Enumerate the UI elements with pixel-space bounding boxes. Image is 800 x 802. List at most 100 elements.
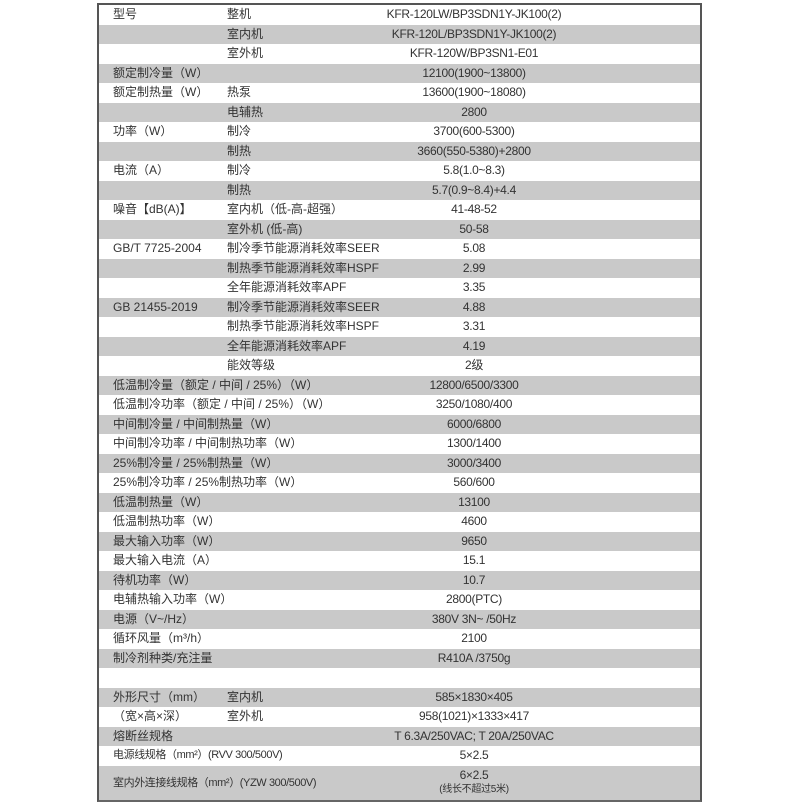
table-row: 制冷剂种类/充注量 R410A /3750g (99, 648, 700, 668)
row-value: 5.8(1.0~8.3) (443, 163, 505, 177)
table-row: 循环风量（m³/h） 2100 (99, 629, 700, 649)
row-label: 功率（W） (113, 124, 173, 138)
row-value: 2800 (461, 104, 487, 119)
table-row: 室内外连接线规格（mm²）(YZW 300/500V) 6×2.5 (线长不超过5米… (99, 765, 700, 800)
row-sublabel: 全年能源消耗效率APF (227, 338, 347, 353)
row-sublabel: 制热季节能源消耗效率HSPF (227, 260, 380, 275)
row-value: 41-48-52 (451, 202, 497, 216)
row-value: KFR-120L/BP3SDN1Y-JK100(2) (391, 26, 557, 41)
row-label: 电源（V~/Hz） (113, 611, 195, 626)
table-row: 能效等级 2级 (99, 356, 700, 376)
row-value: 380V 3N~ /50Hz (431, 611, 517, 626)
row-value: 13100 (458, 494, 490, 509)
row-sublabel: 室内机 (227, 26, 264, 41)
row-label: 低温制冷功率（额定 / 中间 / 25%）（W） (113, 397, 331, 411)
row-sublabel: 室内机（低-高-超强） (227, 202, 343, 216)
row-sublabel: 室内机 (227, 689, 264, 704)
row-value: 4600 (461, 514, 487, 528)
row-label: 额定制冷量（W） (113, 65, 209, 80)
row-label: （宽×高×深） (113, 709, 188, 723)
table-row: 低温制热功率（W） 4600 (99, 512, 700, 532)
row-value: 3000/3400 (446, 455, 502, 470)
row-label: 熔断丝规格 (113, 728, 174, 743)
row-value: 12100(1900~13800) (422, 65, 526, 80)
table-row: 25%制冷量 / 25%制热量（W） 3000/3400 (99, 453, 700, 473)
spec-table: 型号 整机 KFR-120LW/BP3SDN1Y-JK100(2) 室内机 KFR-12… (97, 3, 702, 802)
row-value-main: 6×2.5 (459, 767, 489, 782)
row-label: 电源线规格（mm²）(RVV 300/500V) (113, 749, 283, 761)
row-value: 2800(PTC) (446, 592, 502, 606)
row-value: 560/600 (453, 475, 495, 489)
table-row: 室外机 KFR-120W/BP3SN1-E01 (99, 44, 700, 64)
row-value: 5.7(0.9~8.4)+4.4 (432, 182, 516, 197)
table-row: 最大输入功率（W） 9650 (99, 531, 700, 551)
table-row: 制热 3660(550-5380)+2800 (99, 141, 700, 161)
table-row: 电辅热 2800 (99, 102, 700, 122)
row-value: 3660(550-5380)+2800 (417, 143, 531, 158)
row-value: 4.88 (462, 299, 486, 314)
table-row: 室内机 KFR-120L/BP3SDN1Y-JK100(2) (99, 24, 700, 44)
row-value: 5.08 (462, 241, 486, 255)
table-row: 噪音【dB(A)】 室内机（低-高-超强） 41-48-52 (99, 200, 700, 220)
row-value: 1300/1400 (446, 436, 502, 450)
row-label: 低温制热功率（W） (113, 514, 221, 528)
row-label: 额定制热量（W） (113, 85, 209, 99)
row-label: 低温制冷量（额定 / 中间 / 25%）（W） (113, 377, 319, 392)
row-sublabel: 能效等级 (227, 358, 276, 372)
row-value: 6×2.5 (线长不超过5米) (324, 766, 624, 797)
row-label: 室内外连接线规格（mm²）(YZW 300/500V) (113, 776, 317, 789)
table-row: GB 21455-2019 制冷季节能源消耗效率SEER 4.88 (99, 297, 700, 317)
row-value: 3700(600-5300) (433, 124, 515, 138)
row-value: 2.99 (462, 260, 486, 275)
row-value: KFR-120LW/BP3SDN1Y-JK100(2) (386, 7, 562, 21)
row-sublabel: 制热季节能源消耗效率HSPF (227, 319, 380, 333)
row-label: 最大输入电流（A） (113, 553, 218, 567)
table-row: 制热季节能源消耗效率HSPF 2.99 (99, 258, 700, 278)
table-row: 额定制热量（W） 热泵 13600(1900~18080) (99, 83, 700, 103)
table-row: 全年能源消耗效率APF 4.19 (99, 336, 700, 356)
table-row: 外形尺寸（mm） 室内机 585×1830×405 (99, 687, 700, 707)
table-row: 功率（W） 制冷 3700(600-5300) (99, 122, 700, 142)
table-row: 低温制热量（W） 13100 (99, 492, 700, 512)
row-value: 50-58 (459, 221, 489, 236)
table-row: 额定制冷量（W） 12100(1900~13800) (99, 63, 700, 83)
table-row (99, 668, 700, 688)
row-label: 电辅热输入功率（W） (113, 592, 233, 606)
row-value: 2级 (464, 358, 484, 372)
row-value: 12800/6500/3300 (429, 377, 519, 392)
row-label: 待机功率（W） (113, 572, 197, 587)
row-sublabel: 制热 (227, 182, 252, 197)
row-value: 958(1021)×1333×417 (418, 709, 530, 723)
table-row: 熔断丝规格 T 6.3A/250VAC; T 20A/250VAC (99, 726, 700, 746)
row-sublabel: 室外机 (227, 46, 264, 60)
row-label: 制冷剂种类/充注量 (113, 650, 213, 665)
row-sublabel: 电辅热 (227, 104, 264, 119)
row-value: T 6.3A/250VAC; T 20A/250VAC (394, 728, 554, 743)
row-label: 中间制冷功率 / 中间制热功率（W） (113, 436, 303, 450)
row-value: 2100 (461, 631, 487, 645)
row-sublabel: 热泵 (227, 85, 252, 99)
row-sublabel: 制冷 (227, 124, 252, 138)
row-value: R410A /3750g (437, 650, 511, 665)
row-label: 中间制冷量 / 中间制热量（W） (113, 416, 279, 431)
table-row: 25%制冷功率 / 25%制热功率（W） 560/600 (99, 473, 700, 493)
row-value: 10.7 (462, 572, 486, 587)
row-sublabel: 制冷 (227, 163, 252, 177)
table-row: 电源（V~/Hz） 380V 3N~ /50Hz (99, 609, 700, 629)
row-label: GB/T 7725-2004 (113, 241, 202, 255)
table-row: 型号 整机 KFR-120LW/BP3SDN1Y-JK100(2) (99, 5, 700, 25)
table-row: 电辅热输入功率（W） 2800(PTC) (99, 590, 700, 610)
row-label: 25%制冷量 / 25%制热量（W） (113, 455, 279, 470)
row-label: 循环风量（m³/h） (113, 631, 210, 645)
table-row: 制热季节能源消耗效率HSPF 3.31 (99, 317, 700, 337)
row-label: 外形尺寸（mm） (113, 689, 205, 704)
row-value-note: (线长不超过5米) (439, 783, 509, 795)
row-value: 9650 (461, 533, 487, 548)
row-sublabel: 室外机 (低-高) (227, 221, 303, 236)
table-row: 室外机 (低-高) 50-58 (99, 219, 700, 239)
row-value: 15.1 (462, 553, 486, 567)
row-value: 585×1830×405 (435, 689, 513, 704)
table-row: 中间制冷功率 / 中间制热功率（W） 1300/1400 (99, 434, 700, 454)
table-row: GB/T 7725-2004 制冷季节能源消耗效率SEER 5.08 (99, 239, 700, 259)
row-label: 25%制冷功率 / 25%制热功率（W） (113, 475, 303, 489)
